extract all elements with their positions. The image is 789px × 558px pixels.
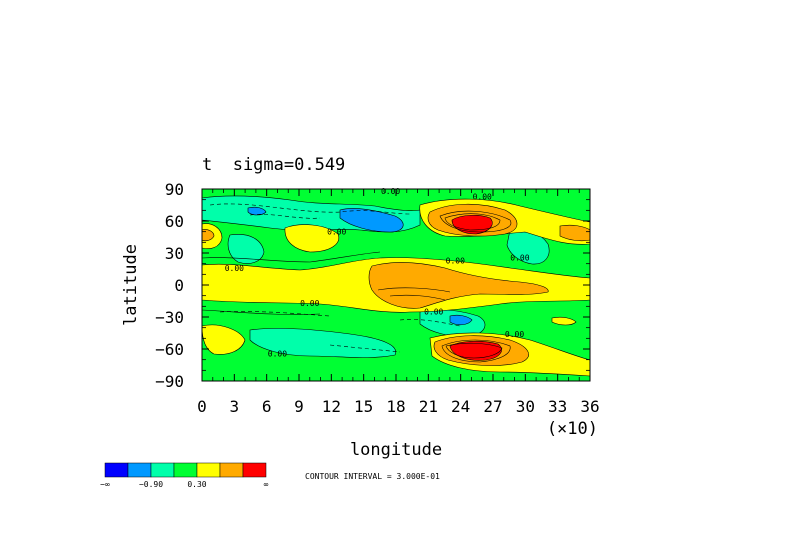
- x-tick-label: 3: [230, 397, 240, 416]
- x-tick-label: 18: [386, 397, 405, 416]
- legend-label: 0.30: [187, 480, 206, 489]
- x-tick-label: 6: [262, 397, 272, 416]
- contour-label: 0.00: [300, 299, 319, 308]
- legend-swatch: [150, 462, 175, 478]
- x-tick-label: 0: [197, 397, 207, 416]
- chart-title: t sigma=0.549: [202, 155, 345, 175]
- x-axis: 0 3 6 9 12 15 18 21 24 27 30 33 36: [197, 189, 600, 416]
- y-axis: 90 60 30 0 −30 −60 −90: [155, 180, 590, 391]
- x-tick-label: 12: [322, 397, 341, 416]
- x-axis-label: longitude: [350, 440, 442, 460]
- legend-swatch: [104, 462, 129, 478]
- x-tick-label: 30: [516, 397, 535, 416]
- x-tick-label: 9: [294, 397, 304, 416]
- contour-label: 0.00: [268, 349, 287, 358]
- y-axis-label: latitude: [121, 244, 141, 326]
- teal-region-north-band: [227, 234, 265, 264]
- legend-swatch: [127, 462, 152, 478]
- x-tick-label: 15: [354, 397, 373, 416]
- x-tick-label: 33: [548, 397, 567, 416]
- contour-label: 0.00: [327, 228, 346, 237]
- contour-label: 0.00: [446, 256, 465, 265]
- legend-swatch: [173, 462, 198, 478]
- contour-label: 0.00: [381, 187, 400, 196]
- red-region-south: [449, 340, 502, 361]
- contour-label: 0.00: [225, 264, 244, 273]
- contour-fill-layer: [202, 189, 590, 381]
- legend-swatch: [242, 462, 267, 478]
- positive-contour-lines: [202, 210, 512, 363]
- teal-region-south-west: [249, 328, 397, 358]
- x-scale-note: (×10): [547, 419, 598, 439]
- blue-region-north-small: [247, 206, 267, 216]
- legend-swatch: [196, 462, 221, 478]
- yellow-region-south-west: [202, 324, 246, 355]
- x-tick-label: 21: [419, 397, 438, 416]
- orange-region-west-edge: [202, 229, 215, 242]
- contour-interval-text: CONTOUR INTERVAL = 3.000E-01: [305, 472, 440, 481]
- yellow-region-south-small: [551, 316, 577, 326]
- orange-region-equator: [368, 262, 549, 309]
- legend-label: ∞: [264, 480, 269, 489]
- negative-contour-lines: [209, 203, 461, 353]
- y-tick-label: −30: [155, 308, 184, 327]
- blue-region-north: [339, 208, 404, 233]
- x-tick-label: 36: [580, 397, 599, 416]
- yellow-region-north-center: [284, 224, 340, 253]
- legend-label: −0.90: [139, 480, 163, 489]
- color-legend: −∞ −0.90 0.30 ∞: [100, 462, 269, 489]
- y-tick-label: 60: [165, 212, 184, 231]
- y-tick-label: 30: [165, 244, 184, 263]
- contour-label-layer: 0.00 0.00 0.00 0.00 0.00 0.00 0.00 0.00 0.00 0.00: [225, 187, 530, 358]
- contour-label: 0.00: [505, 330, 524, 339]
- y-tick-label: 90: [165, 180, 184, 199]
- y-tick-label: −90: [155, 372, 184, 391]
- x-tick-label: 27: [483, 397, 502, 416]
- y-tick-label: 0: [174, 276, 184, 295]
- legend-swatch: [219, 462, 244, 478]
- contour-label: 0.00: [473, 192, 492, 201]
- contour-label: 0.00: [510, 253, 529, 262]
- blue-region-south: [449, 314, 473, 326]
- legend-label: −∞: [100, 480, 110, 489]
- y-tick-label: −60: [155, 340, 184, 359]
- contour-label: 0.00: [424, 308, 443, 317]
- x-tick-label: 24: [451, 397, 470, 416]
- orange-region-east-edge: [559, 224, 590, 242]
